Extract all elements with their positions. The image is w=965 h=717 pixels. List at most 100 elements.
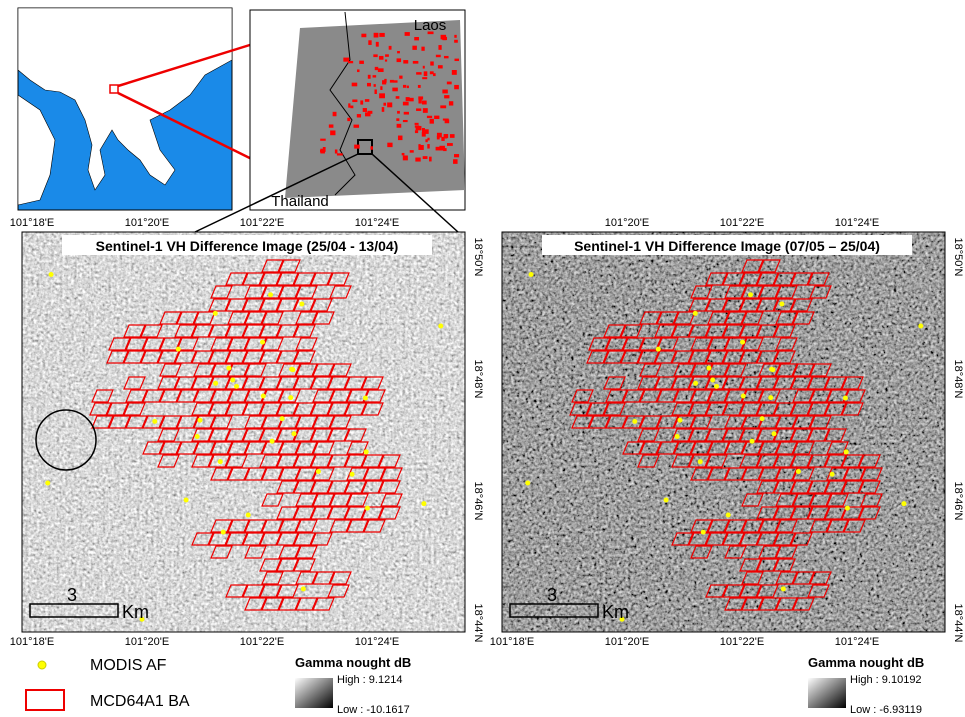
burn-speck (409, 98, 413, 102)
active-fire (49, 272, 54, 277)
burn-speck (415, 158, 420, 162)
active-fire (710, 378, 715, 383)
burn-speck (397, 111, 400, 114)
colorbar-low: Low : -10.1617 (337, 704, 410, 716)
burn-speck (427, 116, 432, 118)
burn-speck (389, 46, 392, 50)
burn-speck (406, 97, 410, 101)
active-fire (268, 292, 273, 297)
burn-speck (410, 150, 414, 152)
figure: Laos Thailand MODIS AF MCD64A1 BA Sentin… (0, 0, 965, 717)
burn-speck (413, 61, 419, 64)
colorbar (295, 678, 333, 708)
burn-speck (434, 116, 439, 119)
burn-speck (405, 32, 410, 36)
active-fire (363, 396, 368, 401)
top-tick-label: 101°24'E (835, 217, 879, 229)
burn-speck (360, 100, 363, 104)
bottom-tick-label: 101°20'E (125, 636, 169, 648)
burn-speck (442, 90, 447, 94)
active-fire (830, 472, 835, 477)
burn-speck (425, 139, 427, 142)
active-fire (184, 497, 189, 502)
side-tick-label: 18°46'N (472, 482, 484, 521)
burn-speck (452, 70, 457, 75)
active-fire (221, 530, 226, 535)
burn-speck (430, 119, 434, 124)
burn-speck (444, 95, 449, 98)
active-fire (246, 513, 251, 518)
burn-speck (352, 83, 358, 87)
burn-speck (368, 75, 371, 79)
burn-speck (415, 130, 418, 133)
top-tick-label: 101°20'E (605, 217, 649, 229)
burn-speck (422, 128, 425, 133)
active-fire (350, 472, 355, 477)
burn-speck (436, 55, 441, 57)
active-fire (234, 384, 239, 389)
burn-speck (403, 85, 406, 88)
active-fire (301, 586, 306, 591)
burn-speck (424, 71, 428, 76)
burn-speck (383, 103, 386, 106)
map-panel: Sentinel-1 VH Difference Image (07/05 – … (490, 217, 964, 716)
active-fire (316, 469, 321, 474)
burn-speck (403, 120, 408, 122)
burn-speck (333, 112, 337, 116)
burn-speck (370, 146, 372, 149)
burn-speck (374, 33, 379, 38)
colorbar-high: High : 9.10192 (850, 674, 922, 686)
legend-label: MODIS AF (90, 657, 167, 674)
burn-speck (379, 93, 385, 98)
burn-speck (367, 83, 371, 86)
burn-speck (363, 108, 367, 112)
burn-speck (449, 101, 453, 105)
active-fire (213, 311, 218, 316)
burn-speck (418, 85, 421, 88)
active-fire (698, 459, 703, 464)
active-fire (678, 418, 683, 423)
burn-speck (390, 80, 394, 83)
active-fire (632, 419, 637, 424)
burn-speck (396, 118, 399, 121)
active-fire (750, 439, 755, 444)
burn-speck (430, 71, 434, 74)
burn-speck (444, 56, 449, 58)
burn-speck (414, 37, 419, 40)
burn-speck (337, 153, 343, 155)
burn-speck (397, 124, 402, 128)
burn-speck (320, 139, 325, 141)
burn-speck (375, 67, 378, 70)
burn-speck (373, 75, 377, 77)
burn-speck (404, 112, 409, 115)
colorbar-high: High : 9.1214 (337, 674, 402, 686)
burn-speck (421, 47, 424, 51)
burn-speck (357, 114, 361, 117)
burn-speck (329, 124, 334, 127)
active-fire (706, 366, 711, 371)
active-fire (769, 367, 774, 372)
burn-speck (423, 156, 428, 159)
active-fire (726, 513, 731, 518)
burn-speck (440, 105, 446, 108)
locator-map: Laos Thailand (18, 8, 465, 232)
bottom-tick-label: 101°22'E (720, 636, 764, 648)
colorbar-low: Low : -6.93119 (850, 704, 922, 716)
active-fire (664, 497, 669, 502)
side-tick-label: 18°48'N (952, 360, 964, 399)
legend-dot (38, 661, 46, 669)
active-fire (260, 340, 265, 345)
burn-speck (397, 51, 400, 53)
burn-speck (374, 84, 376, 87)
bottom-tick-label: 101°24'E (835, 636, 879, 648)
panel-title: Sentinel-1 VH Difference Image (25/04 - … (96, 238, 399, 254)
active-fire (280, 416, 285, 421)
burn-speck (438, 65, 443, 68)
scene (285, 20, 465, 198)
active-fire (918, 324, 923, 329)
top-tick-label: 101°20'E (125, 217, 169, 229)
colorbar-title: Gamma nought dB (295, 655, 411, 670)
burn-speck (379, 56, 383, 60)
burn-speck (379, 33, 384, 37)
burn-speck (399, 76, 402, 79)
